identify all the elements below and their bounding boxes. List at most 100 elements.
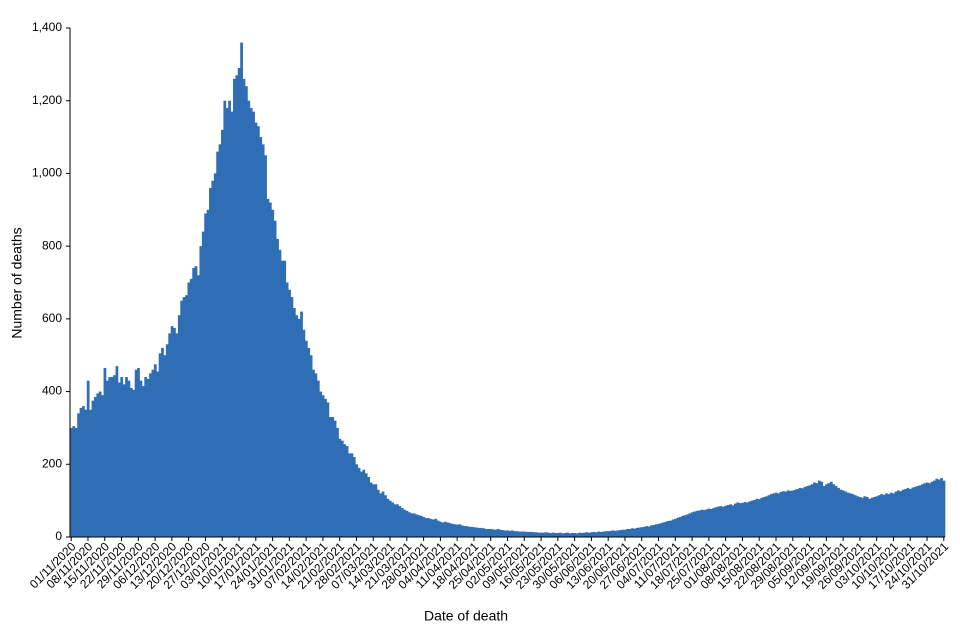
bar [108, 377, 112, 537]
bar [774, 492, 778, 537]
bar [849, 493, 852, 537]
bar [161, 347, 164, 537]
bar [755, 498, 759, 537]
bar [645, 526, 649, 537]
bar [410, 513, 414, 537]
bar [837, 487, 840, 537]
bar [352, 457, 356, 537]
bar [688, 513, 692, 537]
bar [611, 530, 615, 537]
bar [398, 506, 402, 537]
bar [137, 367, 140, 537]
bar [355, 464, 359, 537]
bar [870, 497, 874, 537]
bar [434, 518, 438, 537]
bar [686, 514, 689, 537]
bar [885, 493, 888, 537]
bar [695, 510, 699, 537]
bar [427, 518, 430, 537]
bar [230, 111, 234, 537]
bar [702, 510, 706, 537]
bar [925, 482, 929, 537]
bar [808, 485, 812, 537]
bar [513, 531, 517, 537]
bar [187, 282, 191, 537]
bar [846, 492, 850, 537]
bar [302, 329, 306, 537]
bar [441, 522, 445, 537]
bar [144, 377, 148, 537]
bar [242, 78, 246, 538]
bar [676, 517, 680, 537]
bar [372, 484, 375, 537]
bar [518, 531, 522, 537]
bar [163, 355, 167, 537]
bar [422, 517, 426, 537]
bar [726, 505, 730, 537]
bar [791, 490, 795, 537]
bar [532, 532, 536, 537]
bar [348, 453, 351, 537]
bar [374, 484, 378, 537]
bar [499, 529, 502, 537]
bar [779, 491, 783, 537]
bar [707, 508, 711, 537]
bar [182, 297, 186, 537]
bar [664, 521, 668, 537]
bar [606, 531, 610, 537]
bar [858, 497, 862, 537]
bar [722, 506, 725, 537]
bar [614, 530, 617, 537]
bar [772, 493, 776, 537]
bar [609, 530, 613, 537]
bar [760, 497, 764, 537]
bar [851, 494, 855, 537]
bar [360, 471, 363, 537]
bar [719, 506, 723, 537]
bar [729, 504, 732, 537]
bar [199, 246, 203, 537]
bar [916, 486, 919, 537]
bar [654, 524, 658, 537]
bar [278, 249, 282, 537]
bar [101, 395, 104, 537]
bar [386, 498, 390, 537]
bar [357, 467, 361, 537]
bar [261, 144, 265, 538]
bar [758, 499, 761, 537]
bar [396, 504, 399, 537]
bar [192, 267, 196, 537]
bar [225, 107, 229, 537]
bar [173, 327, 176, 537]
bar [175, 333, 179, 537]
bar [894, 491, 898, 537]
bar [942, 480, 946, 537]
bar [587, 532, 591, 537]
bar [904, 489, 907, 537]
bar [465, 526, 469, 537]
bar [561, 533, 565, 537]
bar [930, 481, 934, 537]
bar [861, 497, 864, 537]
bar [467, 526, 471, 537]
bar [899, 491, 903, 537]
bar [151, 369, 155, 537]
bar [710, 509, 713, 537]
bar [247, 100, 251, 537]
bar [738, 503, 742, 537]
bar [599, 531, 603, 537]
bar [647, 526, 651, 537]
bar [940, 478, 943, 537]
bar [535, 532, 538, 537]
bar [928, 483, 931, 537]
bar [578, 532, 581, 537]
bar [321, 395, 325, 537]
bar [652, 525, 656, 537]
bar [748, 501, 752, 537]
bar [391, 502, 394, 537]
bar [211, 180, 215, 537]
bar [906, 487, 910, 537]
bar [223, 100, 227, 537]
bar [853, 495, 857, 537]
bar [233, 78, 236, 538]
